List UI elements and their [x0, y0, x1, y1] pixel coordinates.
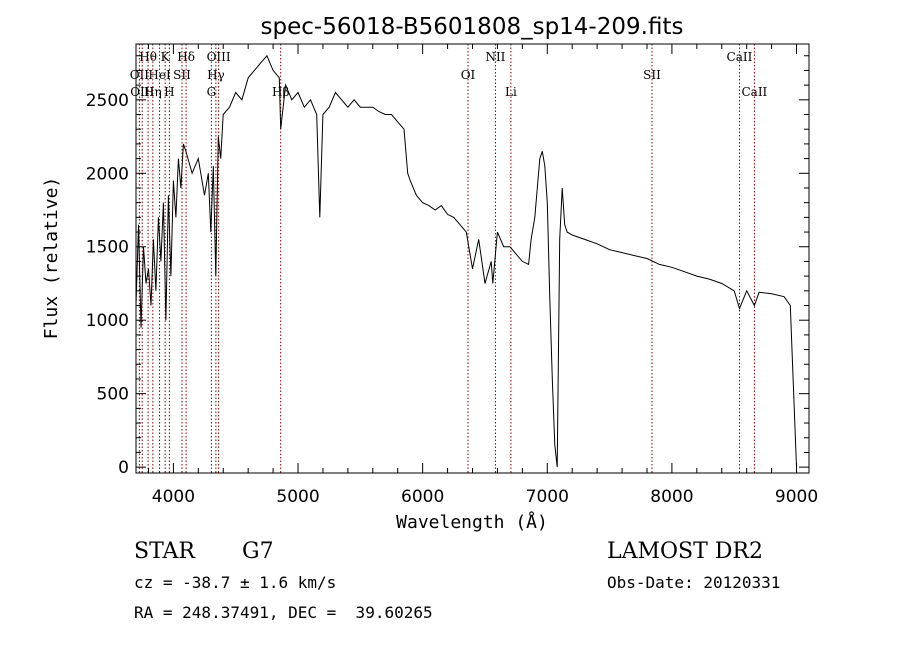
line-marker-label: CaII: [727, 50, 753, 64]
x-tick-label: 8000: [650, 487, 693, 507]
line-marker-label: H: [164, 85, 174, 99]
line-marker-label: OIII: [207, 50, 231, 64]
y-tick-label: 2000: [86, 164, 129, 184]
spectrum-series-line: [135, 54, 797, 468]
line-marker-label: G: [207, 85, 217, 99]
line-marker-label: HeI: [148, 68, 171, 82]
x-axis: 4000 5000 6000 7000 8000 9000: [147, 44, 818, 507]
redshift-value: cz = -38.7 ± 1.6 km/s: [134, 573, 337, 592]
y-axis: 0 500 1000 1500 2000 2500: [86, 55, 809, 478]
line-marker-label: Hγ: [207, 68, 225, 82]
y-axis-label: Flux (relative): [41, 177, 62, 340]
y-tick-label: 1500: [86, 238, 129, 258]
object-subclass: G7: [242, 539, 274, 564]
line-marker-label: Hδ: [177, 50, 195, 64]
x-tick-label: 5000: [276, 487, 319, 507]
y-tick-label: 500: [97, 385, 129, 405]
line-marker-label: SII: [643, 68, 661, 82]
object-class: STAR: [134, 539, 195, 564]
line-marker-label: K: [161, 50, 171, 64]
y-tick-label: 2500: [86, 91, 129, 111]
chart-title: spec-56018-B5601808_sp14-209.fits: [261, 14, 684, 40]
line-marker-label: SII: [173, 68, 191, 82]
line-marker-label: CaII: [741, 85, 767, 99]
x-tick-label: 9000: [775, 487, 818, 507]
x-tick-label: 7000: [526, 487, 569, 507]
coordinates: RA = 248.37491, DEC = 39.60265: [134, 603, 433, 622]
x-tick-label: 6000: [401, 487, 444, 507]
x-axis-label: Wavelength (Å): [396, 511, 548, 533]
line-marker-label: Hθ: [139, 50, 157, 64]
x-tick-label: 4000: [152, 487, 195, 507]
line-marker-label: OII: [130, 68, 150, 82]
observation-date: Obs-Date: 20120331: [607, 573, 781, 592]
line-marker-label: Hη: [144, 85, 162, 99]
y-tick-label: 0: [118, 458, 129, 478]
line-marker-label: NII: [485, 50, 505, 64]
plot-frame: [135, 43, 810, 474]
line-marker-label: Li: [505, 85, 517, 99]
y-tick-label: 1000: [86, 311, 129, 331]
survey-name: LAMOST DR2: [607, 539, 763, 564]
line-marker-label: OI: [461, 68, 476, 82]
